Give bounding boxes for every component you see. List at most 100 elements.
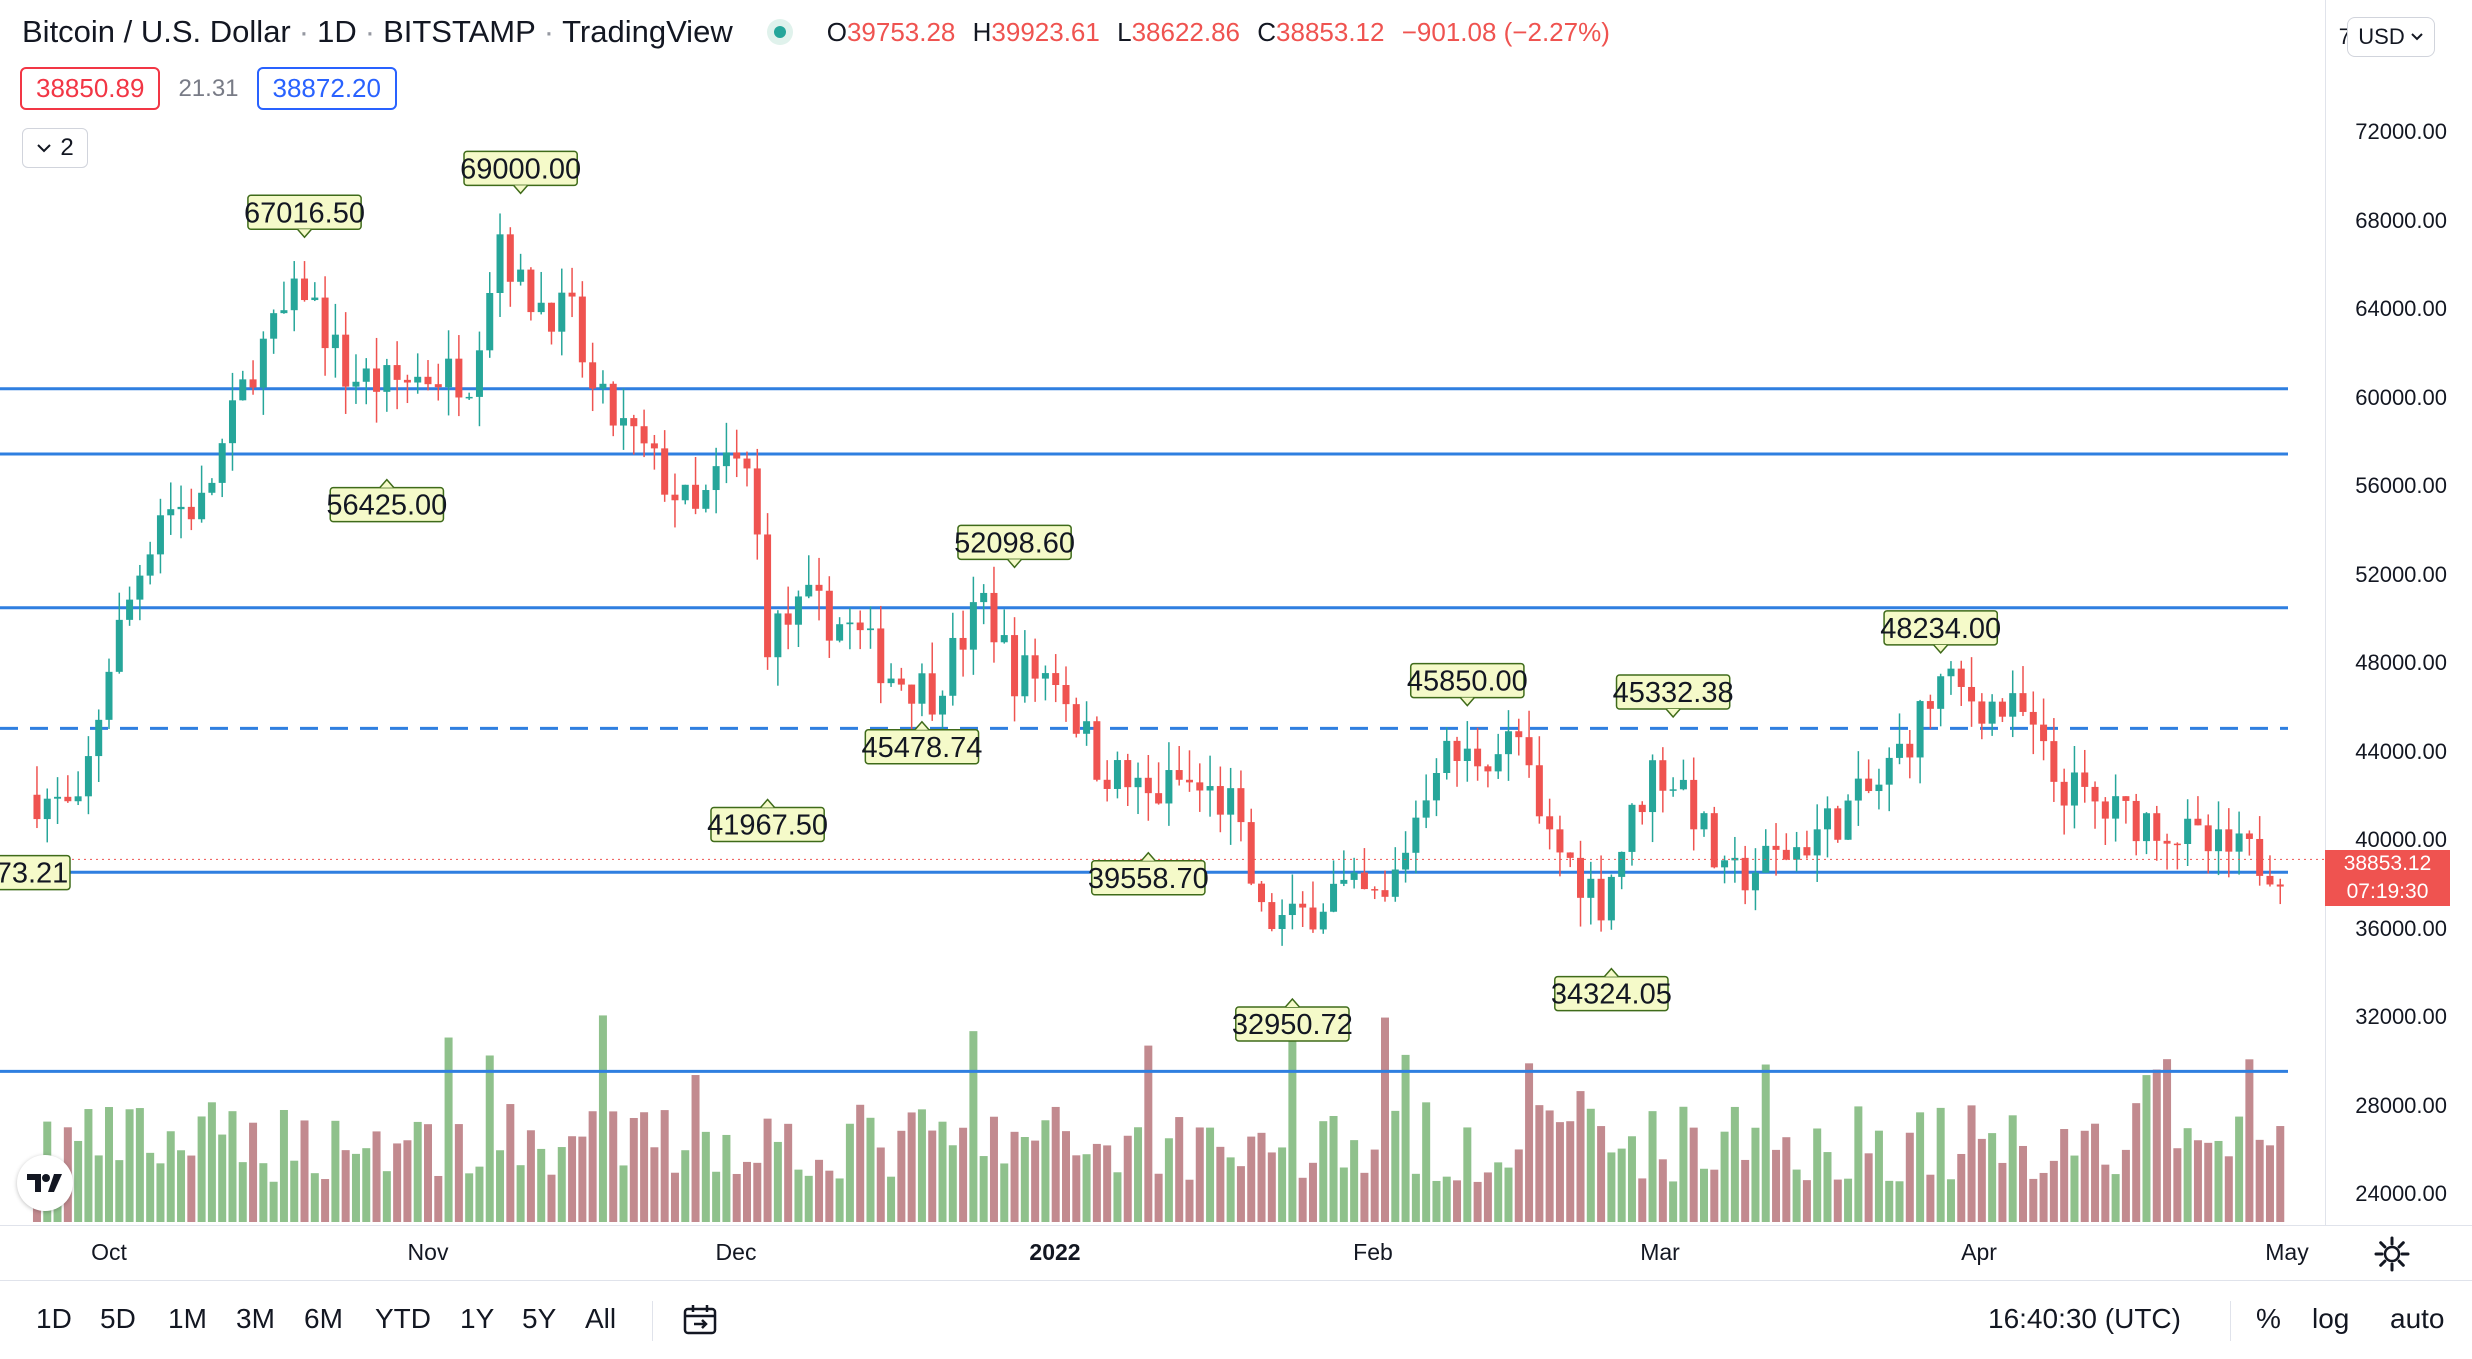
- candle: [1700, 811, 1708, 837]
- volume-bar: [537, 1148, 546, 1222]
- sell-price-button[interactable]: 38850.89: [20, 67, 161, 110]
- volume-bar: [1175, 1117, 1184, 1222]
- currency-button[interactable]: USD: [2347, 17, 2435, 57]
- candle-body: [2050, 741, 2058, 782]
- candle: [1402, 831, 1410, 883]
- candle-body: [2040, 724, 2048, 742]
- candle: [1422, 774, 1430, 829]
- volume-bar: [1782, 1137, 1791, 1222]
- volume-bar: [2029, 1178, 2038, 1222]
- time-axis[interactable]: Oct Nov Dec 2022 Feb Mar Apr May: [0, 1225, 2472, 1281]
- candle-body: [2194, 818, 2202, 826]
- market-status-icon[interactable]: [766, 19, 793, 45]
- volume-bar: [1555, 1122, 1564, 1222]
- candle-body: [1144, 777, 1152, 794]
- interval-label[interactable]: 1D: [317, 14, 357, 49]
- current-price-value: 38853.12: [2343, 852, 2432, 876]
- volume-bar: [2070, 1155, 2079, 1222]
- chart-pane[interactable]: 67016.50 69000.00 56425.00 52098.60 41967.50…: [0, 0, 2325, 1225]
- candle-body: [1360, 872, 1368, 890]
- range-1y-button[interactable]: 1Y: [460, 1303, 495, 1334]
- price-axis[interactable]: 7 72000.00 68000.00 64000.00 60000.00 56000.…: [2325, 0, 2472, 1225]
- candle: [630, 414, 638, 455]
- candle: [681, 484, 689, 505]
- volume-bar: [1905, 1132, 1914, 1222]
- candle: [949, 612, 957, 706]
- indicators-toggle-button[interactable]: 2: [22, 128, 88, 168]
- candle: [84, 736, 92, 815]
- annotation-label: 73.21: [0, 858, 68, 890]
- candle: [1885, 747, 1893, 812]
- candlestick-chart[interactable]: 67016.50 69000.00 56425.00 52098.60 41967.50…: [0, 0, 2325, 1225]
- candle-body: [393, 365, 401, 380]
- range-6m-button[interactable]: 6M: [304, 1303, 343, 1334]
- horizontal-levels: [0, 387, 2288, 1073]
- candle: [424, 360, 432, 391]
- candle-body: [1412, 817, 1420, 853]
- utc-clock[interactable]: 16:40:30 (UTC): [1988, 1303, 2181, 1334]
- candle-body: [177, 506, 185, 510]
- range-all-button[interactable]: All: [585, 1303, 617, 1334]
- volume-bar: [2049, 1160, 2058, 1222]
- candle-body: [352, 381, 360, 387]
- candle-body: [1957, 668, 1965, 687]
- chevron-down-icon: [37, 144, 52, 153]
- candle: [1391, 847, 1399, 902]
- volume-bar: [1453, 1180, 1462, 1222]
- volume-bar: [1936, 1107, 1945, 1222]
- candle-body: [1587, 878, 1595, 898]
- volume-bar: [2173, 1148, 2182, 1222]
- log-scale-button[interactable]: log: [2312, 1303, 2350, 1334]
- symbol-name[interactable]: Bitcoin / U.S. Dollar: [22, 14, 291, 49]
- tradingview-logo-icon[interactable]: [17, 1155, 73, 1211]
- candle-body: [517, 269, 525, 282]
- candle: [774, 610, 782, 686]
- candle-body: [1000, 635, 1008, 643]
- range-1d-button[interactable]: 1D: [36, 1303, 72, 1334]
- candle: [2142, 812, 2150, 855]
- candle-body: [290, 278, 298, 311]
- buy-price-button[interactable]: 38872.20: [256, 67, 397, 110]
- candle: [1793, 831, 1801, 872]
- candle-body: [2060, 781, 2068, 806]
- volume-bar: [166, 1131, 175, 1222]
- candle-body: [692, 484, 700, 509]
- range-3m-button[interactable]: 3M: [236, 1303, 275, 1334]
- volume-bar: [897, 1130, 906, 1222]
- volume-bar: [1185, 1179, 1194, 1222]
- volume-bar: [454, 1124, 463, 1222]
- candle-body: [1227, 788, 1235, 815]
- gear-icon[interactable]: [2372, 1234, 2412, 1274]
- candle-body: [640, 426, 648, 444]
- candle-body: [887, 678, 895, 684]
- annotation-pointer: [1140, 851, 1156, 862]
- candle-body: [2153, 813, 2161, 841]
- volume-bar: [1885, 1180, 1894, 1222]
- range-ytd-button[interactable]: YTD: [375, 1303, 431, 1334]
- candle: [928, 642, 936, 721]
- percent-scale-button[interactable]: %: [2256, 1303, 2281, 1334]
- candle-body: [1124, 760, 1132, 788]
- volume-bar: [1741, 1159, 1750, 1222]
- candle: [1278, 899, 1286, 946]
- volume-bar: [259, 1163, 268, 1222]
- volume-bar: [825, 1170, 834, 1222]
- range-5y-button[interactable]: 5Y: [522, 1303, 557, 1334]
- candle-body: [568, 292, 576, 297]
- price-axis-label: 68000.00: [2355, 207, 2447, 233]
- indicators-count: 2: [60, 134, 74, 161]
- auto-scale-button[interactable]: auto: [2390, 1303, 2445, 1334]
- candle-body: [753, 468, 761, 535]
- volume-bar: [135, 1108, 144, 1222]
- range-1m-button[interactable]: 1M: [168, 1303, 207, 1334]
- volume-bar: [413, 1121, 422, 1222]
- volume-bar: [1638, 1178, 1647, 1222]
- candle-body: [1463, 748, 1471, 762]
- time-label-may: May: [2265, 1239, 2309, 1265]
- candle: [506, 227, 514, 307]
- open-label: O: [826, 16, 847, 47]
- range-5d-button[interactable]: 5D: [100, 1303, 136, 1334]
- date-range-icon[interactable]: [682, 1303, 718, 1337]
- volume-bar: [1525, 1063, 1534, 1222]
- volume-bar: [526, 1130, 535, 1222]
